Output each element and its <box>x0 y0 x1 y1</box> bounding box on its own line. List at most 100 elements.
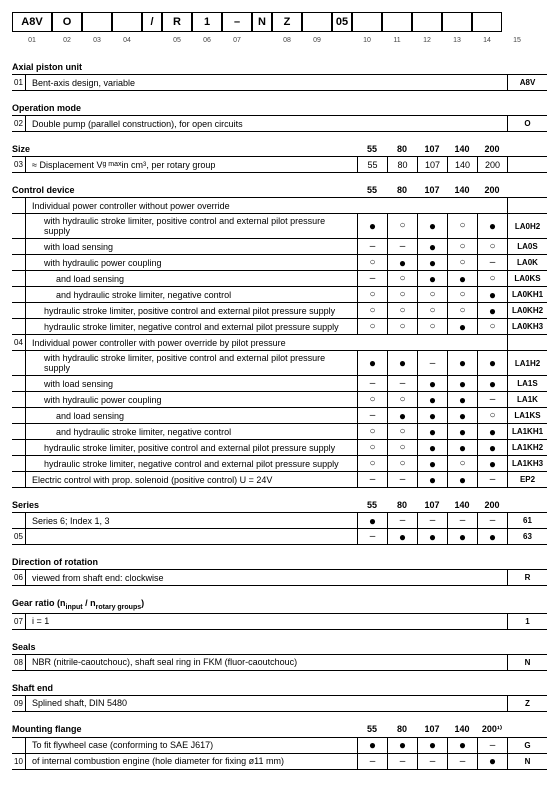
avail-mark: ○ <box>477 319 507 334</box>
avail-mark: – <box>387 754 417 769</box>
row-desc: Individual power controller without powe… <box>26 198 507 213</box>
col-val: 200 <box>477 157 507 172</box>
order-code: 1 <box>507 614 547 629</box>
code-cell-16 <box>472 12 502 32</box>
avail-mark: ○ <box>357 440 387 455</box>
order-code: LA1KS <box>507 408 547 423</box>
section-header: Direction of rotation <box>12 555 547 569</box>
spec-row: hydraulic stroke limiter, negative contr… <box>12 318 547 334</box>
avail-mark: – <box>387 513 417 528</box>
avail-mark: ● <box>417 271 447 286</box>
spec-row: with load sensing––●○○LA0S <box>12 238 547 254</box>
avail-mark: – <box>477 472 507 487</box>
row-desc: with hydraulic power coupling <box>26 392 357 407</box>
order-code: N <box>507 754 547 769</box>
code-cell-8: N <box>252 12 272 32</box>
col-header: 107 <box>417 144 447 154</box>
order-code: O <box>507 116 547 131</box>
avail-mark: ● <box>387 408 417 423</box>
avail-mark: – <box>387 376 417 391</box>
section-7: Seals08NBR (nitrile-caoutchouc), shaft s… <box>12 640 547 671</box>
code-pos-4 <box>142 34 162 46</box>
spec-row: Series 6; Index 1, 3●––––61 <box>12 512 547 528</box>
code-pos-12: 10 <box>352 34 382 46</box>
code-cell-11: 05 <box>332 12 352 32</box>
avail-mark: – <box>477 392 507 407</box>
avail-mark: – <box>357 529 387 544</box>
avail-mark: – <box>417 513 447 528</box>
row-num: 08 <box>12 655 26 670</box>
avail-mark: ● <box>447 351 477 375</box>
order-code: G <box>507 738 547 753</box>
col-header: 140 <box>447 185 477 195</box>
row-desc: and hydraulic stroke limiter, negative c… <box>26 424 357 439</box>
col-header: 80 <box>387 185 417 195</box>
code-pos-15: 13 <box>442 34 472 46</box>
section-0: Axial piston unit01Bent-axis design, var… <box>12 60 547 91</box>
avail-mark: ○ <box>387 424 417 439</box>
code-cell-12 <box>352 12 382 32</box>
col-header: 200 <box>477 185 507 195</box>
avail-mark: ● <box>447 271 477 286</box>
avail-mark: – <box>357 376 387 391</box>
col-header: 107 <box>417 185 447 195</box>
spec-row: and hydraulic stroke limiter, negative c… <box>12 286 547 302</box>
avail-mark: ● <box>477 214 507 238</box>
avail-mark: ○ <box>447 255 477 270</box>
spec-row: with hydraulic stroke limiter, positive … <box>12 213 547 238</box>
section-title: Series <box>12 500 357 510</box>
avail-mark: – <box>357 271 387 286</box>
section-header: Operation mode <box>12 101 547 115</box>
spec-row: 02Double pump (parallel construction), f… <box>12 115 547 131</box>
code-pos-16: 14 <box>472 34 502 46</box>
avail-mark: – <box>357 754 387 769</box>
code-cell-4: / <box>142 12 162 32</box>
spec-row: hydraulic stroke limiter, positive contr… <box>12 439 547 455</box>
order-code: LA1KH2 <box>507 440 547 455</box>
row-num: 10 <box>12 754 26 769</box>
avail-mark: ○ <box>417 319 447 334</box>
avail-mark: ● <box>447 440 477 455</box>
spec-row: 06viewed from shaft end: clockwiseR <box>12 569 547 585</box>
avail-mark: ● <box>417 376 447 391</box>
col-val: 55 <box>357 157 387 172</box>
code-cell-5: R <box>162 12 192 32</box>
code-cell-6: 1 <box>192 12 222 32</box>
avail-mark: ○ <box>417 303 447 318</box>
section-1: Operation mode02Double pump (parallel co… <box>12 101 547 132</box>
spec-row: with load sensing––●●●LA1S <box>12 375 547 391</box>
avail-mark: ○ <box>387 214 417 238</box>
code-cell-1: O <box>52 12 82 32</box>
spec-row: 04Individual power controller with power… <box>12 334 547 350</box>
row-num: 07 <box>12 614 26 629</box>
order-code: 61 <box>507 513 547 528</box>
row-desc: with hydraulic stroke limiter, positive … <box>26 351 357 375</box>
row-num: 01 <box>12 75 26 90</box>
code-cell-14 <box>412 12 442 32</box>
col-header: 55 <box>357 500 387 510</box>
avail-mark: ● <box>477 440 507 455</box>
avail-mark: ● <box>417 738 447 753</box>
avail-mark: ● <box>357 513 387 528</box>
code-cell-7: – <box>222 12 252 32</box>
avail-mark: – <box>357 472 387 487</box>
code-cell-3 <box>112 12 142 32</box>
avail-mark: ○ <box>447 456 477 471</box>
row-desc: with load sensing <box>26 376 357 391</box>
avail-mark: ○ <box>447 214 477 238</box>
avail-mark: ● <box>477 754 507 769</box>
row-desc: Individual power controller with power o… <box>26 335 507 350</box>
section-header: Gear ratio (ninput / nrotary groups) <box>12 596 547 613</box>
avail-mark: ● <box>417 255 447 270</box>
col-val: 140 <box>447 157 477 172</box>
order-code: LA0K <box>507 255 547 270</box>
avail-mark: ○ <box>387 456 417 471</box>
avail-mark: ○ <box>447 287 477 302</box>
order-code: LA1S <box>507 376 547 391</box>
order-code: N <box>507 655 547 670</box>
avail-mark: ● <box>417 214 447 238</box>
avail-mark: ○ <box>357 303 387 318</box>
code-pos-5: 05 <box>162 34 192 46</box>
order-code: 63 <box>507 529 547 544</box>
code-pos-10: 09 <box>302 34 332 46</box>
